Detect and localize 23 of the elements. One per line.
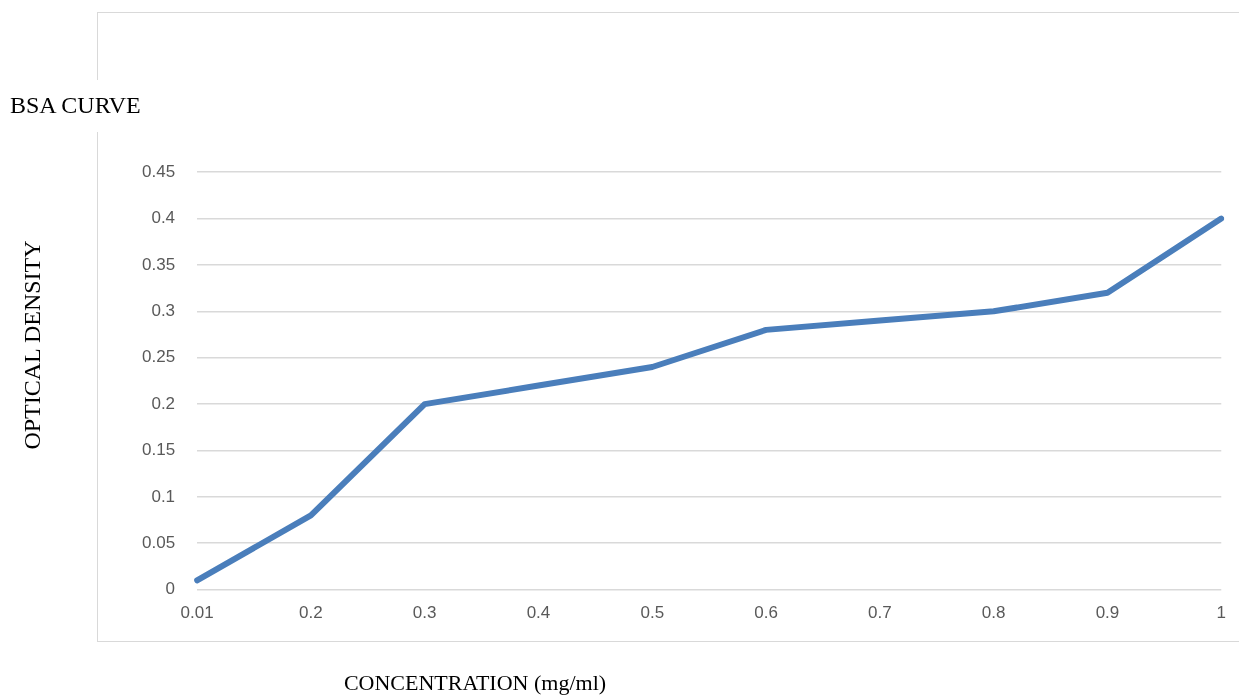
x-axis-title: CONCENTRATION (mg/ml) bbox=[343, 670, 607, 696]
y-tick-label: 0.15 bbox=[141, 440, 176, 460]
chart-title: BSA CURVE bbox=[10, 92, 141, 119]
x-tick-label: 0.8 bbox=[981, 603, 1006, 623]
y-tick-label: 0.1 bbox=[151, 486, 176, 506]
x-tick-label: 0.6 bbox=[754, 603, 778, 623]
x-tick-label: 0.9 bbox=[1095, 603, 1120, 623]
x-tick-label: 0.01 bbox=[180, 603, 214, 623]
y-tick-label: 0.3 bbox=[151, 301, 176, 321]
x-tick-label: 0.3 bbox=[412, 603, 437, 623]
y-tick-label: 0.05 bbox=[141, 532, 176, 552]
x-tick-label: 1 bbox=[1216, 603, 1227, 623]
y-axis-title: OPTICAL DENSITY bbox=[18, 240, 46, 450]
y-tick-label: 0.45 bbox=[141, 161, 176, 181]
y-tick-label: 0.25 bbox=[141, 347, 176, 367]
y-tick-label: 0.35 bbox=[141, 254, 176, 274]
x-tick-label: 0.7 bbox=[868, 603, 892, 623]
x-tick-label: 0.5 bbox=[640, 603, 665, 623]
y-tick-label: 0.4 bbox=[151, 208, 176, 228]
y-tick-label: 0.2 bbox=[151, 393, 176, 413]
x-tick-label: 0.2 bbox=[299, 603, 323, 623]
y-tick-label: 0 bbox=[165, 579, 176, 599]
x-tick-label: 0.4 bbox=[526, 603, 551, 623]
